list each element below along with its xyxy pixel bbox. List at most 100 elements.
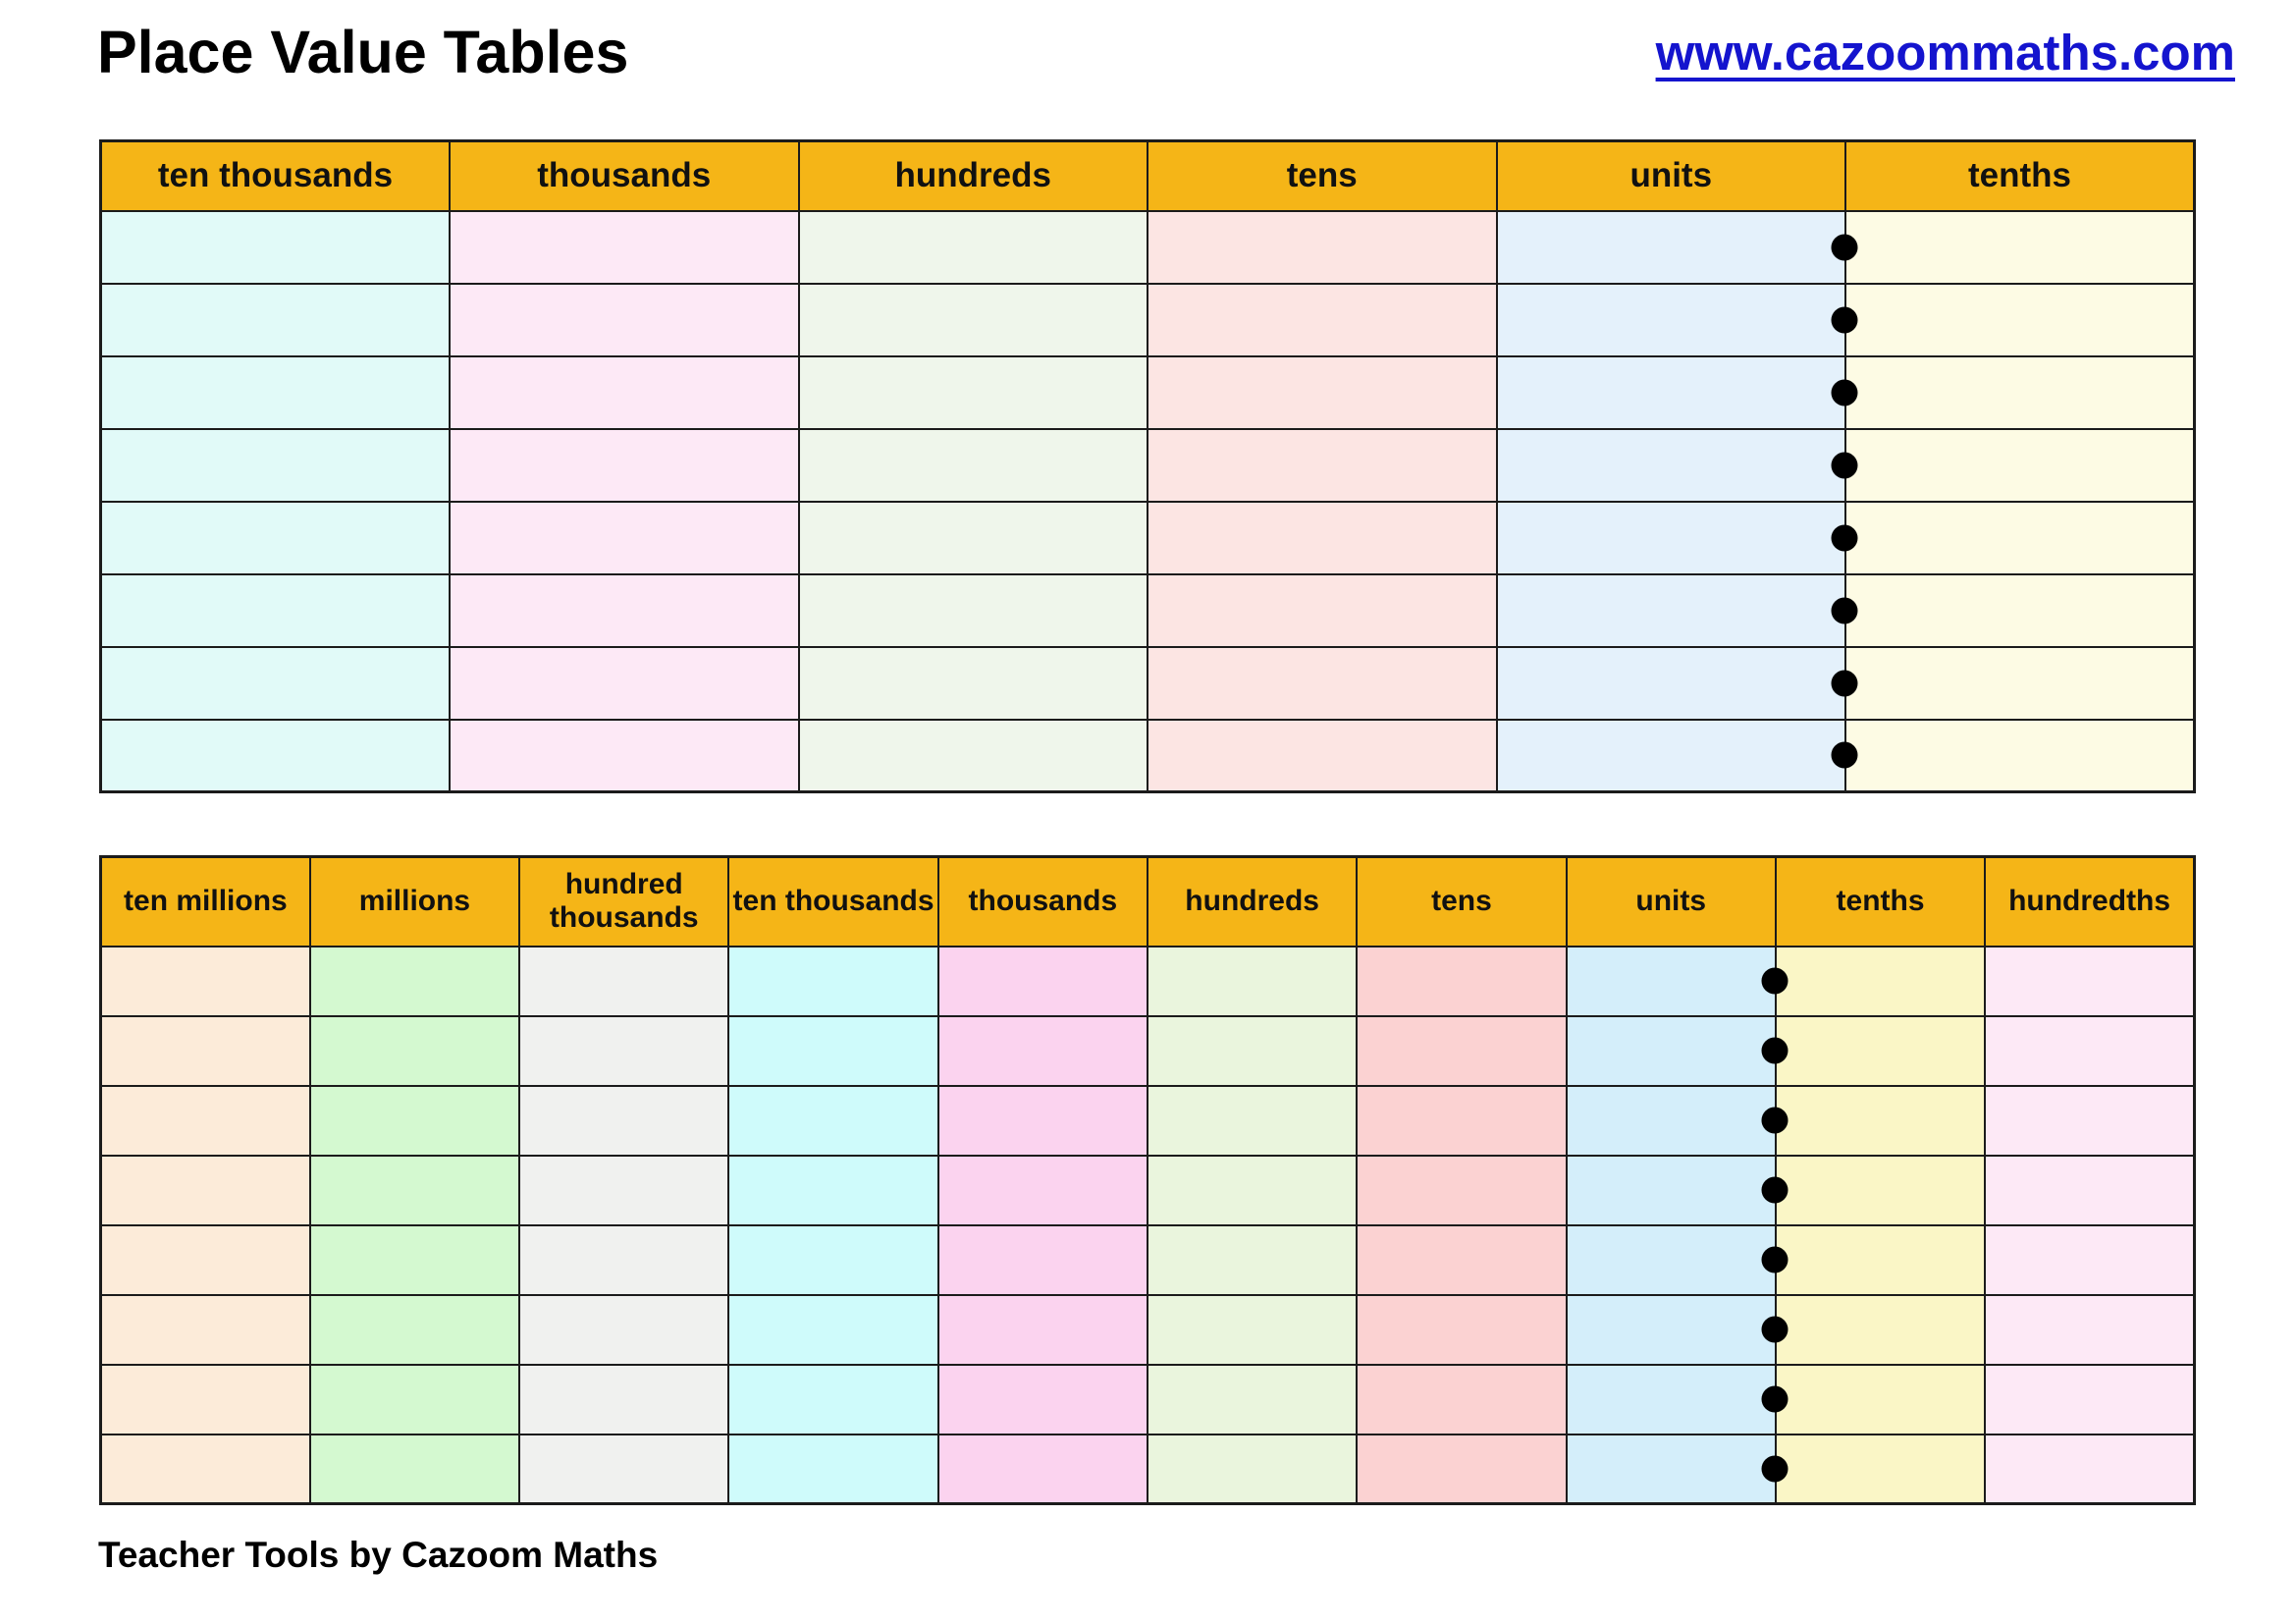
place-value-cell-units xyxy=(1495,209,1858,285)
place-value-cell-ten-thousands xyxy=(99,209,451,285)
place-value-cell-ten-thousands xyxy=(727,1293,939,1366)
place-value-cell-thousands xyxy=(936,1014,1148,1087)
place-value-cell-tenths xyxy=(1844,572,2196,648)
page-title: Place Value Tables xyxy=(97,19,629,85)
place-value-cell-tens xyxy=(1356,1154,1568,1226)
place-value-cell-tenths xyxy=(1844,500,2196,575)
place-value-cell-hundreds xyxy=(797,645,1148,721)
column-header-hundredths: hundredths xyxy=(1984,855,2196,947)
place-value-cell-ten-millions xyxy=(99,1363,311,1435)
table-row xyxy=(99,500,2196,575)
place-value-cell-millions xyxy=(308,1014,521,1087)
place-value-cell-hundred-thousands xyxy=(518,1223,730,1296)
place-value-cell-tens xyxy=(1356,945,1568,1017)
table-row xyxy=(99,427,2196,503)
place-value-cell-tens xyxy=(1356,1084,1568,1157)
place-value-cell-hundreds xyxy=(1146,1084,1359,1157)
decimal-point-dot xyxy=(1831,741,1858,769)
place-value-cell-hundreds xyxy=(1146,1363,1359,1435)
place-value-cell-hundreds xyxy=(1146,1154,1359,1226)
place-value-cell-millions xyxy=(308,1154,521,1226)
website-link[interactable]: www.cazoommaths.com xyxy=(1655,25,2235,81)
place-value-cell-ten-thousands xyxy=(727,945,939,1017)
table-row xyxy=(99,1433,2196,1505)
table-row xyxy=(99,1014,2196,1087)
place-value-cell-thousands xyxy=(449,572,800,648)
place-value-cell-hundreds xyxy=(1146,945,1359,1017)
footer-credit: Teacher Tools by Cazoom Maths xyxy=(98,1535,659,1575)
column-header-tenths: tenths xyxy=(1774,855,1987,947)
place-value-cell-tenths xyxy=(1774,1223,1987,1296)
place-value-cell-tenths xyxy=(1774,1084,1987,1157)
place-value-cell-tens xyxy=(1147,718,1498,793)
place-value-cell-hundred-thousands xyxy=(518,1014,730,1087)
place-value-table-thousands: ten thousands thousands hundreds tens units t… xyxy=(99,139,2196,793)
table-row xyxy=(99,282,2196,357)
place-value-cell-tens xyxy=(1356,1293,1568,1366)
place-value-cell-thousands xyxy=(936,1084,1148,1157)
column-header-thousands: thousands xyxy=(449,139,800,212)
column-header-thousands: thousands xyxy=(936,855,1148,947)
place-value-cell-ten-millions xyxy=(99,1154,311,1226)
table-row xyxy=(99,718,2196,793)
place-value-cell-hundreds xyxy=(797,572,1148,648)
place-value-cell-ten-thousands xyxy=(727,1084,939,1157)
place-value-cell-hundred-thousands xyxy=(518,945,730,1017)
place-value-cell-millions xyxy=(308,1293,521,1366)
place-value-cell-thousands xyxy=(936,1223,1148,1296)
place-value-cell-tens xyxy=(1356,1014,1568,1087)
place-value-cell-ten-thousands xyxy=(99,427,451,503)
decimal-point-dot xyxy=(1831,452,1858,478)
decimal-point-dot xyxy=(1831,597,1858,623)
place-value-cell-units xyxy=(1565,945,1789,1017)
place-value-cell-ten-thousands xyxy=(99,572,451,648)
place-value-cell-thousands xyxy=(449,209,800,285)
column-header-ten-millions: ten millions xyxy=(99,855,311,947)
column-header-hundred-thousands: hundred thousands xyxy=(518,855,730,947)
table-row xyxy=(99,1084,2196,1157)
place-value-cell-ten-thousands xyxy=(99,500,451,575)
decimal-point-dot xyxy=(1761,1176,1789,1204)
table-header: ten millions millions hundred thousands ten… xyxy=(99,855,2196,947)
place-value-cell-hundreds xyxy=(797,500,1148,575)
place-value-cell-hundredths xyxy=(1984,945,2196,1017)
place-value-cell-ten-thousands xyxy=(99,282,451,357)
place-value-cell-thousands xyxy=(449,282,800,357)
place-value-cell-units xyxy=(1495,500,1858,575)
place-value-cell-units xyxy=(1495,354,1858,430)
decimal-point-dot xyxy=(1831,234,1858,260)
place-value-cell-tens xyxy=(1147,282,1498,357)
place-value-cell-tens xyxy=(1147,427,1498,503)
place-value-cell-hundreds xyxy=(1146,1223,1359,1296)
place-value-cell-ten-thousands xyxy=(727,1014,939,1087)
place-value-cell-units xyxy=(1495,572,1858,648)
place-value-cell-tens xyxy=(1147,645,1498,721)
place-value-cell-hundred-thousands xyxy=(518,1084,730,1157)
place-value-cell-tenths xyxy=(1774,1293,1987,1366)
place-value-cell-ten-thousands xyxy=(727,1363,939,1435)
place-value-cell-units xyxy=(1565,1223,1789,1296)
place-value-cell-hundredths xyxy=(1984,1293,2196,1366)
decimal-point-dot xyxy=(1831,524,1858,551)
place-value-cell-units xyxy=(1565,1293,1789,1366)
place-value-cell-hundred-thousands xyxy=(518,1154,730,1226)
place-value-cell-hundreds xyxy=(797,718,1148,793)
column-header-hundreds: hundreds xyxy=(797,139,1148,212)
place-value-cell-ten-thousands xyxy=(727,1154,939,1226)
place-value-cell-units xyxy=(1495,645,1858,721)
place-value-cell-ten-millions xyxy=(99,945,311,1017)
place-value-cell-tenths xyxy=(1844,354,2196,430)
place-value-cell-millions xyxy=(308,945,521,1017)
column-header-units: units xyxy=(1495,139,1846,212)
decimal-point-dot xyxy=(1761,967,1789,995)
place-value-cell-hundredths xyxy=(1984,1223,2196,1296)
place-value-cell-ten-thousands xyxy=(99,354,451,430)
place-value-cell-units xyxy=(1565,1363,1789,1435)
place-value-cell-ten-thousands xyxy=(727,1223,939,1296)
place-value-cell-thousands xyxy=(449,500,800,575)
place-value-cell-thousands xyxy=(449,645,800,721)
place-value-cell-ten-thousands xyxy=(99,645,451,721)
decimal-point-dot xyxy=(1831,379,1858,406)
place-value-cell-hundred-thousands xyxy=(518,1363,730,1435)
place-value-cell-hundred-thousands xyxy=(518,1433,730,1505)
